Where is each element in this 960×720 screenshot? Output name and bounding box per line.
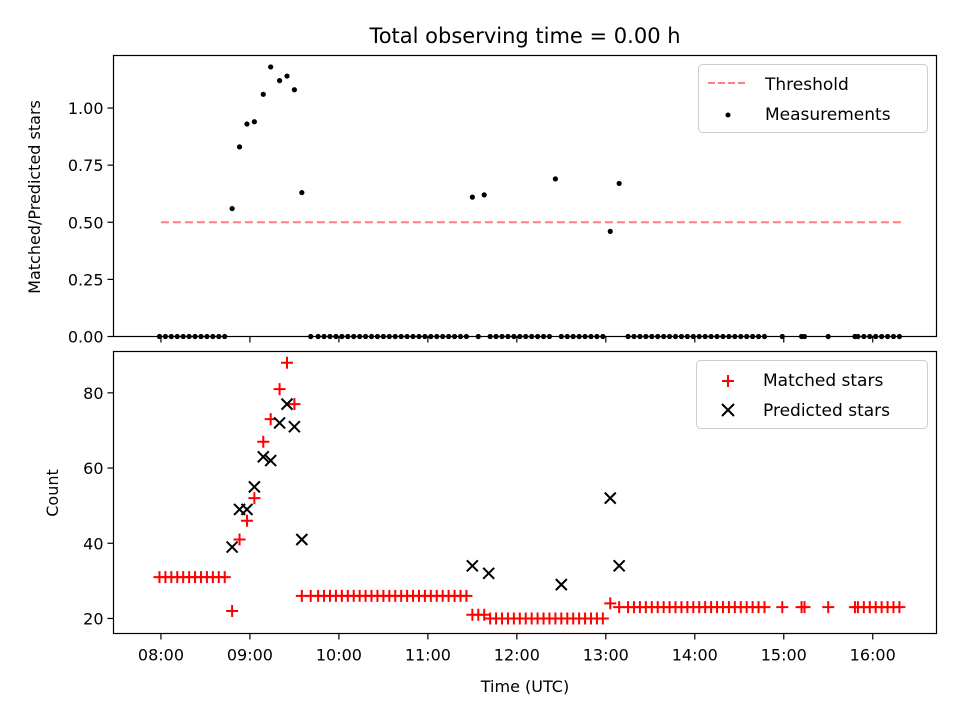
- measurement-point: [291, 87, 298, 93]
- measurement-point: [552, 176, 558, 182]
- measurement-point: [284, 73, 290, 79]
- bottom-x-tick-label: 14:00: [672, 646, 718, 665]
- measurement-point: [236, 144, 243, 150]
- top-y-tick-label: 0.50: [68, 213, 104, 232]
- legend-threshold-label: Threshold: [764, 75, 849, 95]
- bottom-y-tick-label: 80: [83, 384, 103, 403]
- measurement-point: [616, 180, 622, 187]
- bottom-x-axis-label: Time (UTC): [480, 677, 569, 696]
- matched-star-point: [257, 435, 270, 448]
- matched-star-point: [280, 356, 293, 369]
- legend-matched-label: Matched stars: [763, 371, 883, 391]
- bottom-x-tick-label: 11:00: [405, 646, 451, 665]
- measurement-point: [481, 192, 487, 198]
- matched-star-point: [288, 398, 301, 411]
- bottom-y-axis-label: Count: [43, 469, 62, 517]
- predicted-stars-series: [225, 397, 626, 591]
- matched-star-point: [218, 571, 231, 584]
- legend-matched-swatch: [722, 375, 734, 387]
- measurement-point: [251, 119, 257, 125]
- matched-star-point: [226, 604, 239, 617]
- top-y-tick-label: 0.25: [68, 270, 104, 289]
- measurement-point: [268, 64, 274, 70]
- predicted-star-point: [288, 420, 301, 433]
- top-x-axis-ticks: [160, 336, 874, 343]
- predicted-star-point: [604, 491, 617, 505]
- matched-star-point: [893, 601, 906, 614]
- predicted-star-point: [273, 416, 286, 430]
- top-y-tick-label: 1.00: [68, 99, 104, 118]
- bottom-x-tick-label: 09:00: [227, 646, 273, 665]
- top-chart-title: Total observing time = 0.00 h: [368, 24, 680, 48]
- bottom-x-tick-label: 16:00: [850, 646, 896, 665]
- measurement-point: [260, 91, 266, 97]
- predicted-star-point: [257, 450, 270, 463]
- top-legend-box: [698, 64, 928, 133]
- bottom-y-axis: 20 40 60 80: [83, 384, 114, 628]
- matched-star-point: [460, 589, 473, 602]
- top-y-tick-label: 0.75: [68, 156, 104, 175]
- predicted-star-point: [466, 559, 479, 573]
- predicted-star-point: [248, 480, 261, 494]
- predicted-star-point: [295, 533, 309, 546]
- predicted-star-point: [482, 567, 495, 580]
- bottom-y-tick-label: 40: [83, 534, 103, 553]
- matched-stars-series: [153, 356, 906, 625]
- bottom-plot-frame: [112, 350, 938, 635]
- matched-star-point: [233, 533, 246, 546]
- predicted-star-point: [225, 540, 239, 554]
- predicted-star-point: [612, 559, 626, 573]
- predicted-star-point: [240, 503, 254, 516]
- matched-star-point: [758, 601, 771, 614]
- top-y-tick-label: 0.00: [68, 328, 104, 347]
- bottom-y-tick-label: 60: [83, 459, 103, 478]
- measurement-point: [299, 189, 305, 196]
- top-y-axis-label: Matched/Predicted stars: [25, 100, 44, 294]
- bottom-x-tick-label: 13:00: [583, 646, 629, 665]
- bottom-x-tick-label: 15:00: [761, 646, 807, 665]
- bottom-x-axis: 08:00 09:00 10:00 11:00 12:00 13:00 14:00 15:00…: [138, 633, 896, 665]
- bottom-legend-box: [696, 360, 928, 429]
- matched-star-point: [273, 383, 286, 396]
- bottom-y-tick-label: 20: [83, 609, 103, 628]
- predicted-star-point: [280, 397, 294, 411]
- matched-star-point: [596, 612, 609, 625]
- top-legend: Threshold Measurements: [698, 64, 928, 133]
- matched-star-point: [822, 601, 835, 614]
- legend-measurements-swatch: [725, 112, 731, 118]
- measurement-point: [229, 205, 235, 212]
- measurement-point: [276, 78, 283, 84]
- legend-measurements-label: Measurements: [765, 105, 891, 125]
- top-y-axis: 0.00 0.25 0.50 0.75 1.00: [68, 99, 114, 347]
- matched-star-point: [240, 514, 253, 527]
- measurement-point: [607, 228, 613, 235]
- measurement-point: [244, 121, 250, 127]
- legend-predicted-swatch: [721, 403, 735, 417]
- predicted-star-point: [264, 454, 277, 467]
- measurements-series: [156, 64, 903, 340]
- predicted-star-point: [555, 578, 568, 591]
- top-plot-frame: [112, 54, 938, 338]
- measurement-point: [469, 194, 475, 200]
- bottom-legend: Matched stars Predicted stars: [696, 360, 928, 429]
- matched-star-point: [776, 601, 789, 614]
- legend-predicted-label: Predicted stars: [763, 401, 890, 421]
- matched-star-point: [248, 492, 261, 505]
- matched-star-point: [604, 597, 617, 610]
- bottom-x-tick-label: 10:00: [316, 646, 362, 665]
- bottom-x-tick-label: 08:00: [138, 646, 184, 665]
- matched-star-point: [798, 601, 811, 614]
- bottom-x-tick-label: 12:00: [494, 646, 540, 665]
